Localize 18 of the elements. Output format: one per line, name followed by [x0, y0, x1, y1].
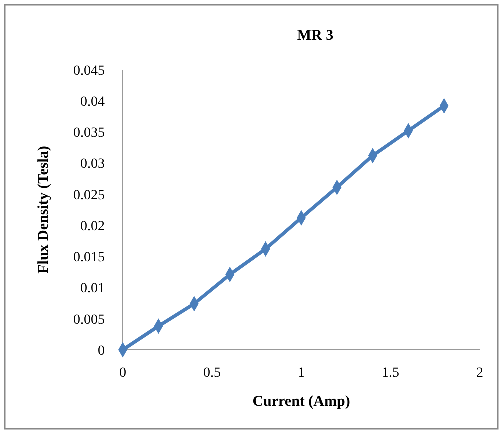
y-axis-title: Flux Density (Tesla) [36, 146, 52, 274]
x-tick-label: 0 [120, 366, 126, 381]
y-tick-label: 0.005 [74, 312, 105, 328]
chart-title: MR 3 [297, 28, 334, 44]
y-tick-label: 0.045 [74, 64, 105, 79]
y-tick-label: 0.015 [74, 250, 105, 266]
x-tick-label: 1.5 [382, 366, 400, 381]
x-tick-label: 0.5 [204, 366, 221, 381]
x-axis-title: Current (Amp) [252, 394, 350, 410]
x-tick-label: 1 [298, 366, 305, 381]
y-tick-label: 0.025 [74, 188, 105, 204]
y-tick-label: 0.035 [74, 126, 105, 142]
y-tick-label: 0.02 [80, 219, 105, 234]
y-tick-label: 0.04 [80, 95, 105, 110]
x-tick-label: 2 [476, 366, 484, 381]
y-tick-label: 0.01 [80, 282, 105, 297]
y-tick-label: 0.03 [80, 157, 105, 172]
y-tick-label: 0 [98, 344, 105, 359]
